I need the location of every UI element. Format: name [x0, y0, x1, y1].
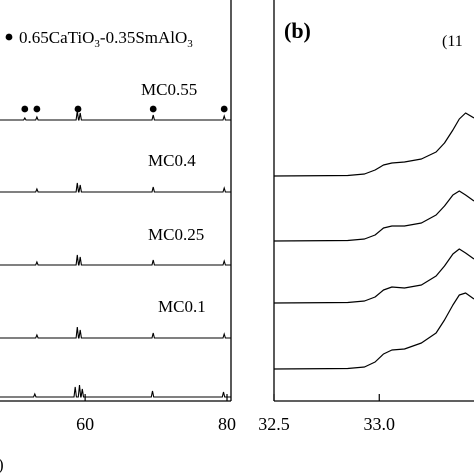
phase-marker — [21, 105, 29, 113]
x-tick-label: 80 — [218, 414, 236, 434]
panel-b-trace — [273, 292, 474, 370]
panel-a-ticks: 60 80 — [76, 394, 236, 434]
panel-a-trace — [0, 326, 231, 339]
panel-b-trace — [273, 248, 474, 304]
phase-marker — [74, 105, 82, 113]
series-label: MC0.4 — [148, 151, 196, 170]
phase-marker — [220, 105, 228, 113]
panel-b-traces — [273, 112, 474, 370]
panel-a: 0.65CaTiO3-0.35SmAlO3 MC0.55MC0.4MC0.25M… — [0, 0, 236, 474]
panel-a-trace — [0, 254, 231, 266]
panel-a-traces: MC0.55 MC0.4 MC0.25 MC0.1 — [0, 80, 231, 398]
panel-b-trace — [273, 190, 474, 242]
series-label: MC0.1 — [158, 297, 206, 316]
legend-marker — [5, 33, 13, 41]
phase-marker — [33, 105, 41, 113]
series-label: MC0.55 — [141, 80, 197, 99]
phase-marker — [149, 105, 157, 113]
legend-text: 0.65CaTiO3-0.35SmAlO3 — [19, 28, 193, 50]
panel-b-trace — [273, 112, 474, 177]
panel-b-label: (b) — [284, 18, 311, 43]
peak-annotation: (11 — [442, 33, 463, 50]
x-tick-label: 33.0 — [364, 414, 396, 434]
panel-a-trace — [0, 182, 231, 193]
panel-b: (b) (11 32.5 33.0 — [258, 0, 474, 434]
panel-a-trace — [0, 384, 231, 398]
x-axis-label-fragment: ) — [0, 455, 4, 474]
panel-b-ticks: 32.5 33.0 — [258, 394, 395, 434]
x-tick-label: 32.5 — [258, 414, 290, 434]
panel-a-trace — [0, 110, 231, 121]
series-label: MC0.25 — [148, 225, 204, 244]
x-tick-label: 60 — [76, 414, 94, 434]
